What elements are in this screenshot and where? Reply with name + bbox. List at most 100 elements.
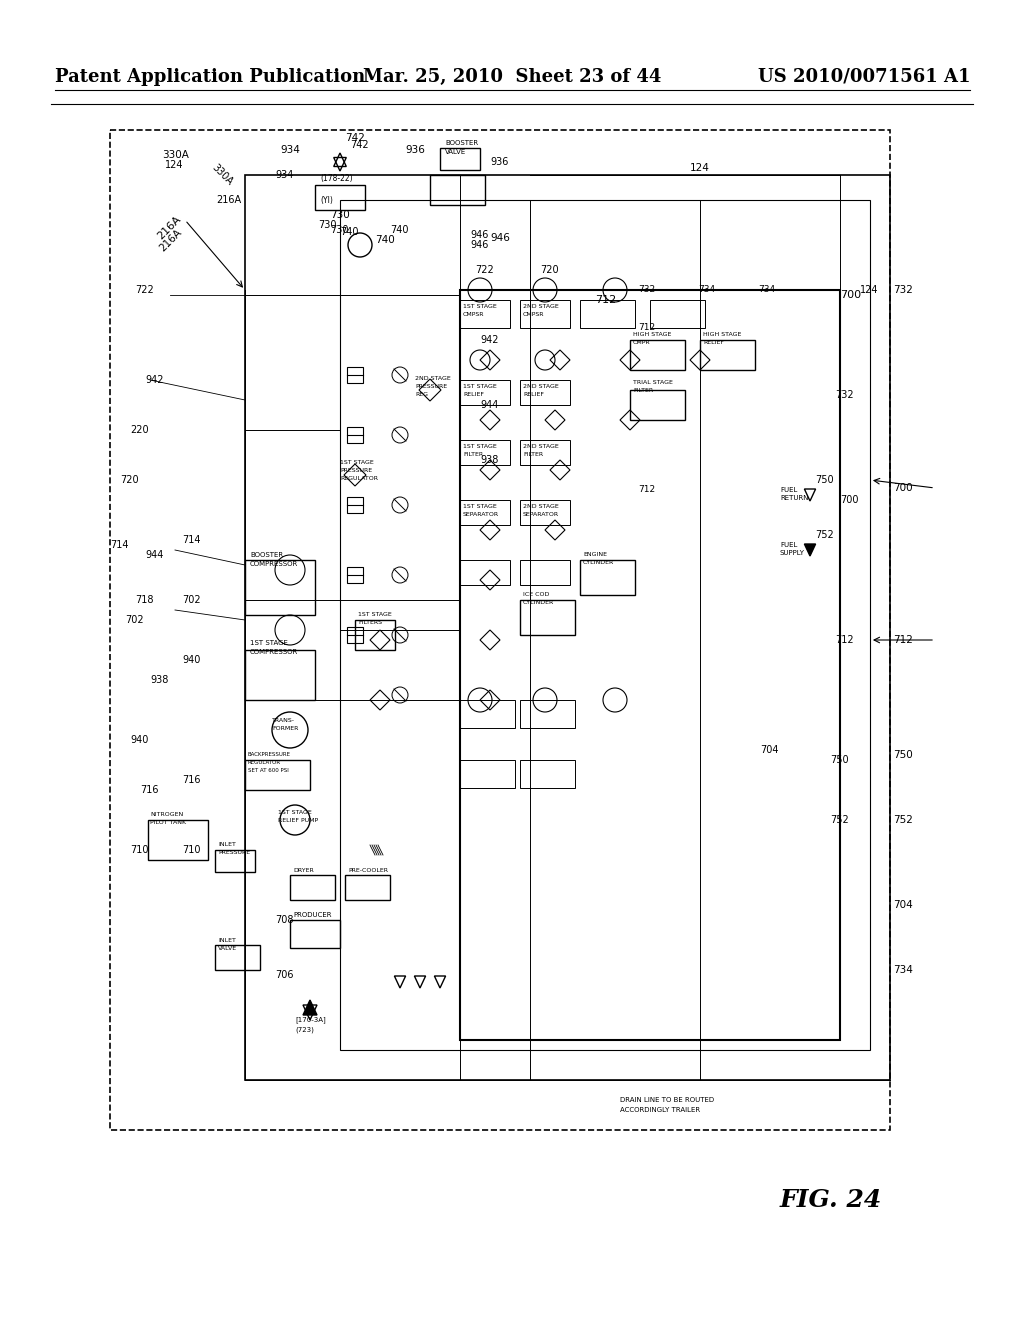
Bar [520,440,570,465]
Text: 700: 700 [840,290,861,300]
Bar [148,820,208,861]
Bar [630,389,685,420]
Text: 712: 712 [638,486,655,495]
Text: 216A: 216A [216,195,241,205]
Text: 2ND STAGE: 2ND STAGE [523,384,559,389]
Text: 944: 944 [145,550,164,560]
Bar [580,560,635,595]
Text: 1ST STAGE: 1ST STAGE [278,809,311,814]
Bar [347,426,362,444]
Bar [245,760,310,789]
Text: 732: 732 [835,389,854,400]
Text: 740: 740 [375,235,394,246]
Text: 330A: 330A [162,150,188,160]
Text: 730: 730 [318,220,337,230]
Text: 706: 706 [275,970,294,979]
Bar [460,500,510,525]
Text: 720: 720 [540,265,559,275]
Text: 946: 946 [470,240,488,249]
Text: 722: 722 [475,265,494,275]
Text: 938: 938 [480,455,499,465]
Text: 934: 934 [280,145,300,154]
Text: 124: 124 [690,162,710,173]
Text: PRESSURE: PRESSURE [415,384,447,388]
Text: RELIEF: RELIEF [703,339,724,345]
Text: 716: 716 [140,785,159,795]
Text: 124: 124 [860,285,879,294]
Text: FILTER: FILTER [463,453,483,458]
Text: 1ST STAGE: 1ST STAGE [463,445,497,450]
Text: US 2010/0071561 A1: US 2010/0071561 A1 [758,67,970,86]
Text: CYLINDER: CYLINDER [583,560,614,565]
Bar [460,700,515,729]
Text: 752: 752 [893,814,912,825]
Text: 718: 718 [135,595,154,605]
Text: BOOSTER: BOOSTER [445,140,478,147]
Text: CMPSR: CMPSR [463,313,484,318]
Text: 750: 750 [830,755,849,766]
Text: REGULATOR: REGULATOR [248,760,282,766]
Bar [520,560,570,585]
Text: FILTER: FILTER [523,453,543,458]
Text: HIGH STAGE: HIGH STAGE [633,331,672,337]
Text: 1ST STAGE: 1ST STAGE [463,504,497,510]
Text: 704: 704 [893,900,912,909]
Text: 700: 700 [840,495,858,506]
Text: 734: 734 [893,965,912,975]
Text: 734: 734 [698,285,715,294]
Text: 216A: 216A [155,214,182,242]
Bar [520,300,570,327]
Text: 708: 708 [275,915,294,925]
Text: (723): (723) [295,1027,314,1034]
Text: 2ND STAGE: 2ND STAGE [523,504,559,510]
Bar [245,649,315,700]
Text: 944: 944 [480,400,499,411]
Text: (Yl): (Yl) [319,197,333,206]
Text: Patent Application Publication: Patent Application Publication [55,67,366,86]
Text: DRAIN LINE TO BE ROUTED: DRAIN LINE TO BE ROUTED [620,1097,714,1104]
Text: RETURN: RETURN [780,495,809,502]
Bar [347,367,362,383]
Bar [290,875,335,900]
Text: 712: 712 [595,294,616,305]
Bar [460,440,510,465]
Text: FILTERS: FILTERS [358,619,382,624]
Text: 946: 946 [470,230,488,240]
Text: TRIAL STAGE: TRIAL STAGE [633,380,673,385]
Text: 940: 940 [130,735,148,744]
Bar [520,500,570,525]
Text: PRESSURE: PRESSURE [340,467,372,473]
Text: 732: 732 [893,285,912,294]
Text: 716: 716 [182,775,201,785]
Text: 1ST STAGE: 1ST STAGE [463,384,497,389]
Text: 936: 936 [406,145,425,154]
Text: 710: 710 [130,845,148,855]
Text: 2ND STAGE: 2ND STAGE [523,305,559,309]
Text: 722: 722 [135,285,154,294]
Text: 720: 720 [120,475,138,484]
Text: 734: 734 [758,285,775,294]
Text: SEPARATOR: SEPARATOR [523,512,559,517]
Text: 1ST STAGE: 1ST STAGE [358,611,392,616]
Text: COMPRESSOR: COMPRESSOR [250,649,298,655]
Text: 740: 740 [390,224,409,235]
Bar [700,341,755,370]
Text: BACKPRESSURE: BACKPRESSURE [248,752,291,758]
Text: FILTER: FILTER [633,388,653,393]
Text: RELIEF: RELIEF [523,392,544,397]
Text: 946: 946 [490,234,510,243]
Bar [245,560,315,615]
Text: 942: 942 [145,375,164,385]
Text: 752: 752 [830,814,849,825]
Text: INLET: INLET [218,937,236,942]
Text: FORMER: FORMER [272,726,298,730]
Text: FUEL: FUEL [780,487,798,492]
Text: 712: 712 [893,635,912,645]
Bar [460,380,510,405]
Text: 216A: 216A [158,227,184,253]
Bar [650,300,705,327]
Text: 1ST STAGE: 1ST STAGE [340,459,374,465]
Text: DRYER: DRYER [293,867,313,873]
Bar [440,148,480,170]
Bar [355,620,395,649]
